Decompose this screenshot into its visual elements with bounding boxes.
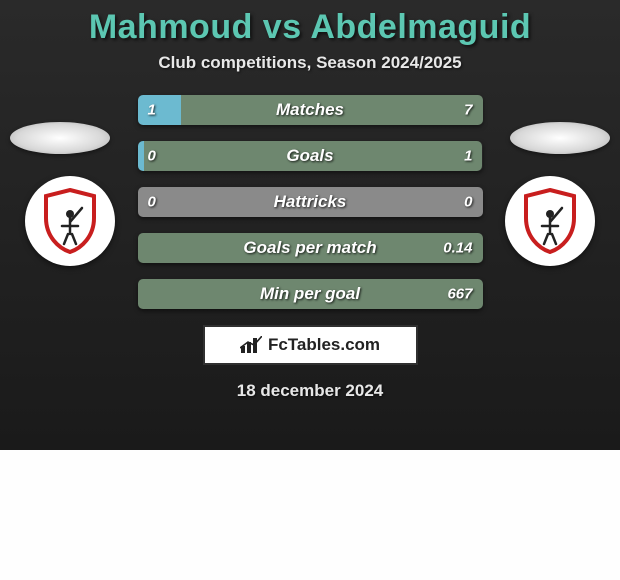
branding-badge: FcTables.com xyxy=(203,325,418,365)
player-flag-left xyxy=(10,122,110,154)
comparison-card: Mahmoud vs Abdelmaguid Club competitions… xyxy=(0,0,620,450)
stat-value-right: 1 xyxy=(464,148,472,165)
shield-icon xyxy=(522,188,578,254)
stat-value-left: 0 xyxy=(148,148,156,165)
club-badge-right xyxy=(505,176,595,266)
stat-bar-right xyxy=(144,141,482,171)
stat-value-right: 0.14 xyxy=(443,240,472,257)
shield-icon xyxy=(42,188,98,254)
stat-bar-right xyxy=(138,279,483,309)
stat-row: Min per goal667 xyxy=(138,279,483,309)
stat-bar-left xyxy=(138,187,483,217)
date-text: 18 december 2024 xyxy=(0,381,620,401)
stat-value-left: 0 xyxy=(148,194,156,211)
stat-value-left: 1 xyxy=(148,102,156,119)
bars-icon xyxy=(240,336,262,354)
club-badge-left xyxy=(25,176,115,266)
stat-bar-right xyxy=(181,95,483,125)
stat-bar-left xyxy=(138,95,181,125)
stat-row: Hattricks00 xyxy=(138,187,483,217)
title: Mahmoud vs Abdelmaguid xyxy=(0,8,620,47)
stat-row: Goals per match0.14 xyxy=(138,233,483,263)
stat-value-right: 7 xyxy=(464,102,472,119)
stat-value-right: 667 xyxy=(447,286,472,303)
stat-rows: Matches17Goals01Hattricks00Goals per mat… xyxy=(138,95,483,309)
stat-row: Matches17 xyxy=(138,95,483,125)
stat-value-right: 0 xyxy=(464,194,472,211)
branding-text: FcTables.com xyxy=(268,335,380,355)
stat-row: Goals01 xyxy=(138,141,483,171)
stat-bar-left xyxy=(138,141,145,171)
player-flag-right xyxy=(510,122,610,154)
stat-bar-right xyxy=(138,233,483,263)
subtitle: Club competitions, Season 2024/2025 xyxy=(0,53,620,73)
